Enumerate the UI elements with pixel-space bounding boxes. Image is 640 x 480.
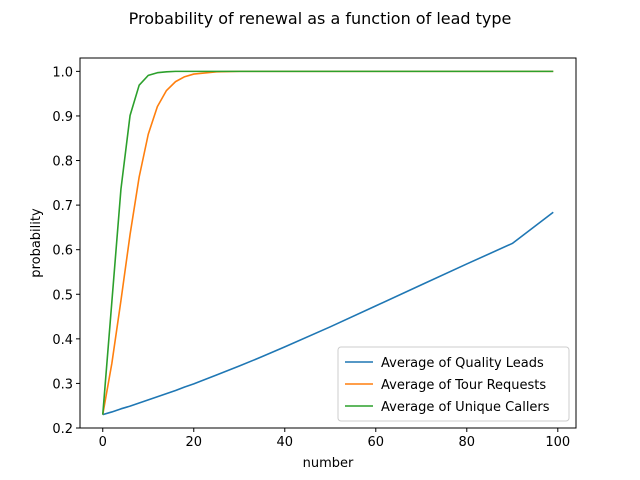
legend-box [337,346,570,422]
chart-title: Probability of renewal as a function of … [129,9,512,28]
x-axis-label: number [303,456,354,471]
x-tick-label: 40 [276,435,293,450]
y-tick-label: 0.8 [52,155,73,170]
legend: Average of Quality Leads Average of Tour … [337,346,570,422]
x-tick-label: 60 [368,435,385,450]
y-tick-label: 0.9 [52,110,73,125]
x-tick-label: 80 [459,435,476,450]
y-tick-label: 0.4 [52,333,73,348]
series-lines [101,70,554,416]
y-tick-label: 0.6 [52,244,73,259]
x-tick-label: 0 [99,435,107,450]
legend-label-0: Average of Quality Leads [381,356,544,371]
series-line-2 [101,70,554,415]
y-tick-label: 0.3 [52,377,73,392]
x-axis: 0 20 40 60 80 100 [99,428,570,450]
y-tick-label: 0.2 [52,422,73,437]
y-tick-label: 0.7 [52,199,73,214]
y-tick-label: 1.0 [52,65,73,80]
y-axis: 0.2 0.3 0.4 0.5 0.6 0.7 0.8 0.9 1.0 [52,65,80,437]
y-tick-label: 0.5 [52,288,73,303]
series-line-0 [102,211,554,416]
x-tick-label: 100 [545,435,570,450]
legend-label-2: Average of Unique Callers [381,400,550,415]
x-tick-label: 20 [185,435,202,450]
legend-label-1: Average of Tour Requests [381,378,546,393]
y-axis-label: probability [29,208,44,278]
plot-frame [79,57,577,429]
